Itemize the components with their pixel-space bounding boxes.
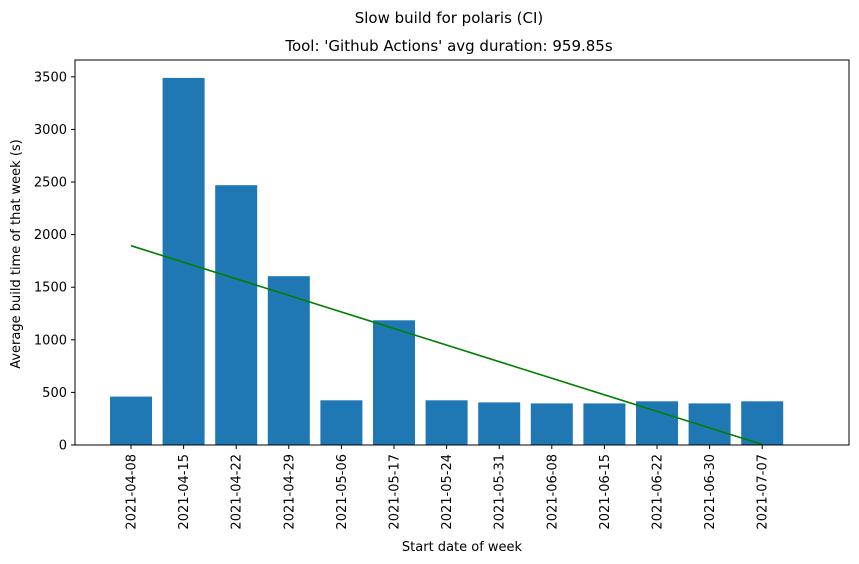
y-tick-label-3000: 3000 — [34, 123, 67, 138]
y-tick-label-2000: 2000 — [34, 228, 67, 243]
x-tick-label-2021-06-22: 2021-06-22 — [651, 454, 666, 530]
x-axis-label: Start date of week — [402, 540, 523, 555]
bar-2021-04-22 — [215, 185, 258, 445]
bar-2021-06-08 — [530, 403, 573, 445]
x-tick-label-2021-05-06: 2021-05-06 — [335, 454, 350, 530]
x-tick-label-2021-06-15: 2021-06-15 — [598, 454, 613, 530]
y-tick-label-500: 500 — [42, 386, 67, 401]
x-tick-label-2021-04-22: 2021-04-22 — [230, 454, 245, 530]
x-tick-label-2021-05-31: 2021-05-31 — [493, 454, 508, 530]
bar-2021-06-30 — [688, 403, 731, 445]
x-tick-label-2021-05-17: 2021-05-17 — [388, 454, 403, 530]
bar-2021-07-07 — [741, 401, 784, 445]
plot-frame — [74, 59, 850, 446]
plot-area: 0 500 1000 1500 2000 2500 3000 3500 2021-04-08 20… — [34, 59, 850, 530]
chart-title: Slow build for polaris (CI) — [355, 9, 544, 27]
y-tick-label-3500: 3500 — [34, 70, 67, 85]
chart-subtitle: Tool: 'Github Actions' avg duration: 959… — [284, 37, 613, 55]
x-tick-label-2021-04-08: 2021-04-08 — [125, 454, 140, 530]
y-tick-label-0: 0 — [59, 439, 67, 454]
x-tick-label-2021-04-15: 2021-04-15 — [177, 454, 192, 530]
bar-2021-05-06 — [320, 400, 363, 445]
y-tick-label-2500: 2500 — [34, 176, 67, 191]
y-tick-label-1000: 1000 — [34, 333, 67, 348]
x-tick-label-2021-04-29: 2021-04-29 — [282, 454, 297, 530]
y-axis-label: Average build time of that week (s) — [9, 139, 24, 369]
y-tick-label-1500: 1500 — [34, 281, 67, 296]
x-tick-label-2021-05-24: 2021-05-24 — [440, 454, 455, 530]
bar-2021-04-08 — [110, 396, 152, 445]
bar-2021-06-22 — [636, 401, 678, 445]
bar-2021-05-17 — [373, 320, 415, 445]
bar-2021-06-15 — [583, 403, 626, 445]
x-tick-label-2021-06-30: 2021-06-30 — [703, 454, 718, 530]
trend-line — [130, 244, 763, 446]
bar-2021-05-24 — [425, 400, 468, 445]
x-tick-label-2021-06-08: 2021-06-08 — [545, 454, 560, 530]
bar-2021-04-29 — [267, 276, 310, 445]
bar-2021-05-31 — [478, 402, 521, 445]
x-tick-label-2021-07-07: 2021-07-07 — [756, 454, 771, 530]
